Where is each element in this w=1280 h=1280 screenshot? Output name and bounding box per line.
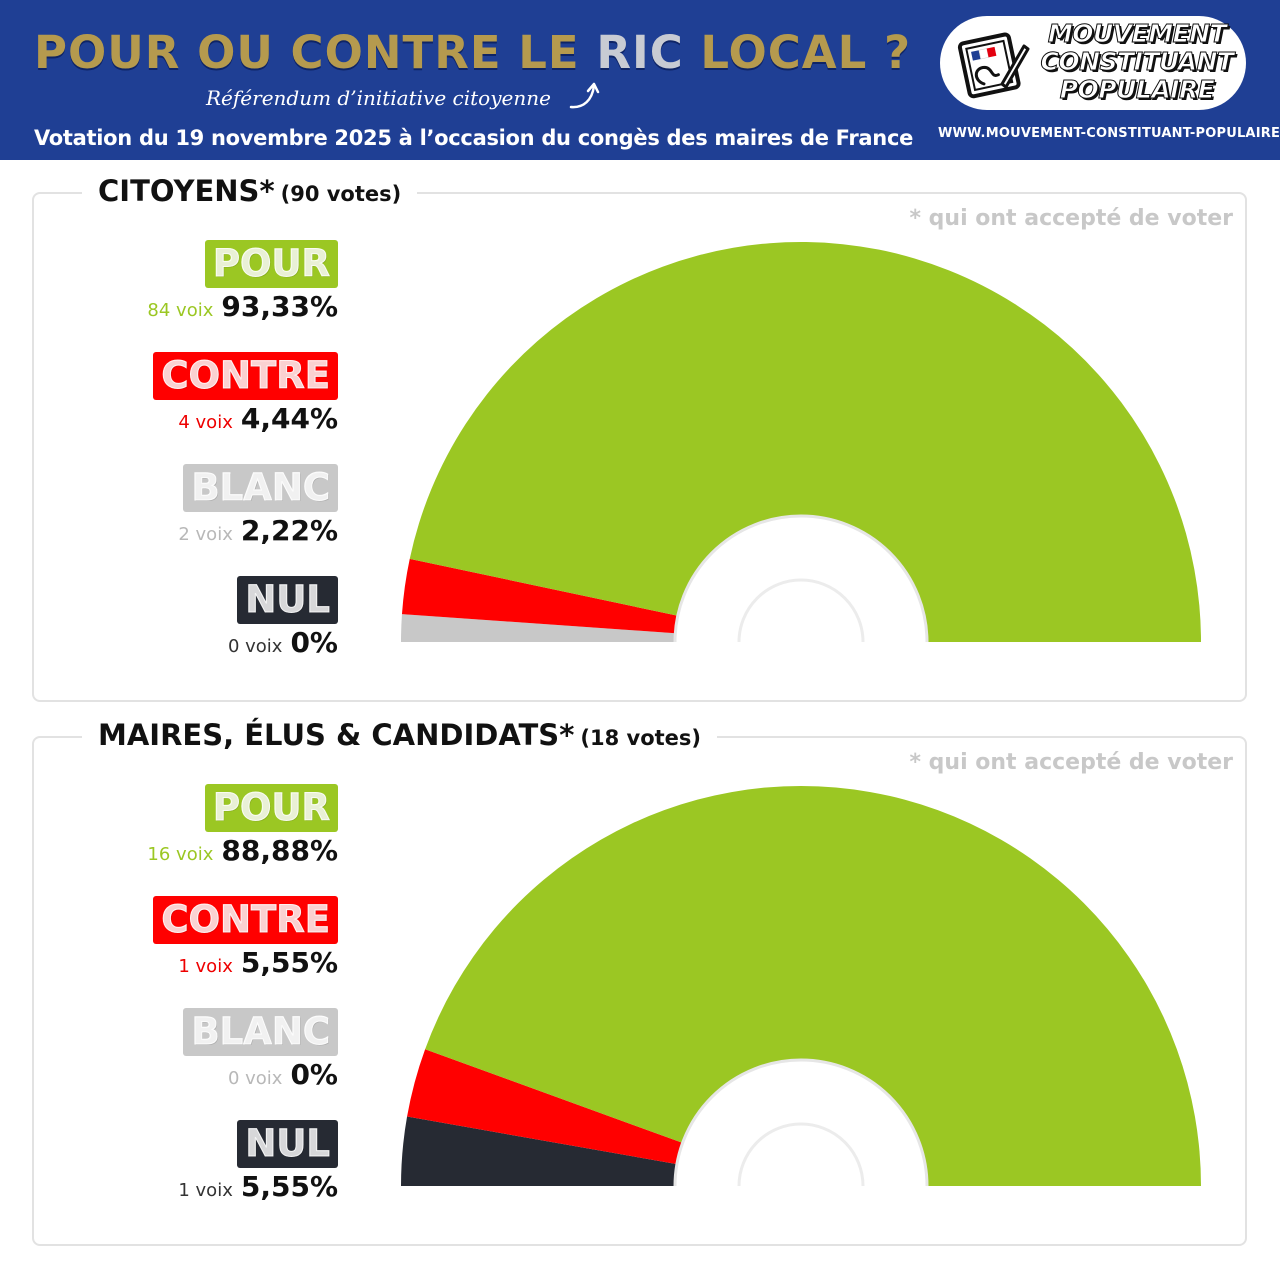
header-banner: POUR OU CONTRE LE RIC LOCAL ? Référendum… bbox=[0, 0, 1280, 160]
officials-panel: MAIRES, ÉLUS & CANDIDATS* (18 votes) * qu… bbox=[32, 718, 1247, 1246]
percent-nul: 0% bbox=[290, 626, 338, 659]
legend-item-contre: CONTRE 1 voix 5,55% bbox=[153, 896, 338, 979]
legend-badge-nul: NUL bbox=[237, 1120, 338, 1168]
donut-inner-ring bbox=[737, 1122, 865, 1187]
percent-pour: 93,33% bbox=[221, 290, 338, 323]
slice-contre bbox=[407, 1049, 683, 1165]
voix-count-blanc: 0 voix bbox=[227, 1068, 283, 1089]
percent-blanc: 2,22% bbox=[240, 514, 338, 547]
panel-vote-count: (18 votes) bbox=[580, 726, 702, 750]
slice-pour bbox=[425, 785, 1202, 1186]
title-ric: RIC bbox=[596, 26, 684, 79]
legend-item-nul: NUL 0 voix 0% bbox=[228, 576, 338, 659]
citizens-panel: CITOYENS* (90 votes) * qui ont accepté de… bbox=[32, 174, 1247, 702]
curved-arrow-icon bbox=[569, 82, 600, 109]
logo-line-3: POPULAIRE bbox=[1059, 75, 1215, 104]
panel-title: MAIRES, ÉLUS & CANDIDATS* (18 votes) bbox=[82, 718, 718, 752]
legend-badge-contre: CONTRE bbox=[153, 896, 338, 944]
legend-item-blanc: BLANC 0 voix 0% bbox=[183, 1008, 338, 1091]
legend-item-contre: CONTRE 4 voix 4,44% bbox=[153, 352, 338, 435]
voix-count-blanc: 2 voix bbox=[178, 524, 233, 545]
legend-badge-nul: NUL bbox=[237, 576, 338, 624]
logo-line-2: CONSTITUANT bbox=[1040, 47, 1234, 76]
legend-item-blanc: BLANC 2 voix 2,22% bbox=[178, 464, 338, 547]
legend-badge-pour: POUR bbox=[204, 784, 338, 832]
organization-logo: MOUVEMENT CONSTITUANT POPULAIRE bbox=[940, 16, 1246, 110]
voix-count-pour: 16 voix bbox=[147, 844, 214, 865]
legend-badge-blanc: BLANC bbox=[183, 1008, 338, 1056]
slice-nul bbox=[401, 1116, 677, 1186]
voix-count-pour: 84 voix bbox=[147, 300, 214, 321]
voix-count-contre: 1 voix bbox=[178, 956, 233, 977]
footnote: * qui ont accepté de voter bbox=[909, 750, 1234, 775]
legend-badge-blanc: BLANC bbox=[183, 464, 338, 512]
panel-title-name: CITOYENS* bbox=[98, 174, 275, 208]
panel-title-name: MAIRES, ÉLUS & CANDIDATS* bbox=[98, 718, 575, 752]
panel-vote-count: (90 votes) bbox=[280, 182, 402, 206]
percent-nul: 5,55% bbox=[240, 1170, 338, 1203]
percent-blanc: 0% bbox=[290, 1058, 338, 1091]
percent-contre: 4,44% bbox=[240, 402, 338, 435]
page-title: POUR OU CONTRE LE RIC LOCAL ? bbox=[34, 26, 911, 79]
title-part1: POUR OU CONTRE LE bbox=[34, 26, 597, 79]
legend-item-nul: NUL 1 voix 5,55% bbox=[178, 1120, 338, 1203]
percent-pour: 88,88% bbox=[221, 834, 338, 867]
logo-line-1: MOUVEMENT bbox=[1047, 19, 1227, 48]
event-description: Votation du 19 novembre 2025 à l’occasio… bbox=[34, 126, 914, 150]
slice-contre bbox=[401, 558, 678, 634]
legend-item-pour: POUR 16 voix 88,88% bbox=[147, 784, 338, 867]
ballot-book-icon bbox=[957, 32, 1030, 99]
voix-count-nul: 0 voix bbox=[227, 636, 283, 657]
panel-title: CITOYENS* (90 votes) bbox=[82, 174, 418, 208]
legend-item-pour: POUR 84 voix 93,33% bbox=[147, 240, 338, 323]
title-part2: LOCAL ? bbox=[683, 26, 912, 79]
legend-badge-contre: CONTRE bbox=[153, 352, 338, 400]
legend-badge-pour: POUR bbox=[204, 240, 338, 288]
logo-wordmark: MOUVEMENT CONSTITUANT POPULAIRE bbox=[1032, 19, 1242, 104]
slice-pour bbox=[409, 241, 1201, 643]
website-url: WWW.MOUVEMENT-CONSTITUANT-POPULAIRE.FR bbox=[938, 126, 1280, 141]
voix-count-nul: 1 voix bbox=[178, 1180, 233, 1201]
donut-inner-ring bbox=[737, 578, 865, 643]
half-donut-chart bbox=[401, 241, 1201, 643]
percent-contre: 5,55% bbox=[240, 946, 338, 979]
page-subtitle: Référendum d’initiative citoyenne bbox=[206, 86, 551, 110]
voix-count-contre: 4 voix bbox=[178, 412, 233, 433]
slice-blanc bbox=[401, 614, 676, 642]
footnote: * qui ont accepté de voter bbox=[909, 206, 1234, 231]
half-donut-chart bbox=[401, 785, 1202, 1187]
